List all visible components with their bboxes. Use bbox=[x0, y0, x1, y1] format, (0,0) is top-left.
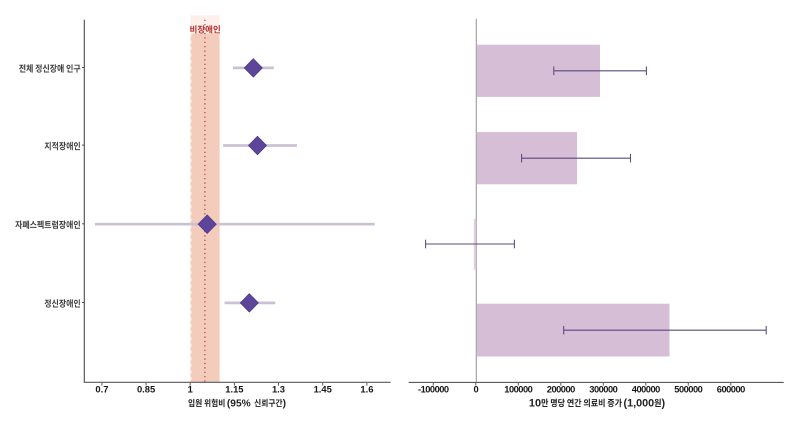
svg-text:): ) bbox=[662, 397, 666, 409]
svg-text:0.7: 0.7 bbox=[95, 384, 108, 395]
svg-text:10: 10 bbox=[529, 397, 541, 409]
svg-text:400000: 400000 bbox=[632, 385, 660, 395]
svg-text:100000: 100000 bbox=[504, 385, 532, 395]
svg-text:(1,000: (1,000 bbox=[624, 397, 655, 409]
svg-text:500000: 500000 bbox=[674, 385, 702, 395]
svg-text:600000: 600000 bbox=[717, 385, 745, 395]
svg-text:(95%: (95% bbox=[227, 398, 251, 409]
svg-text:1.3: 1.3 bbox=[272, 384, 285, 395]
svg-text:0: 0 bbox=[473, 385, 478, 395]
svg-text:0.85: 0.85 bbox=[137, 384, 155, 395]
svg-text:300000: 300000 bbox=[589, 385, 617, 395]
svg-text:-100000: -100000 bbox=[418, 385, 449, 395]
svg-text:1.6: 1.6 bbox=[360, 384, 373, 395]
svg-text:1: 1 bbox=[188, 384, 193, 395]
svg-text:1.45: 1.45 bbox=[314, 384, 332, 395]
svg-text:1.15: 1.15 bbox=[225, 384, 243, 395]
svg-text:200000: 200000 bbox=[547, 385, 575, 395]
svg-text:): ) bbox=[283, 398, 286, 409]
